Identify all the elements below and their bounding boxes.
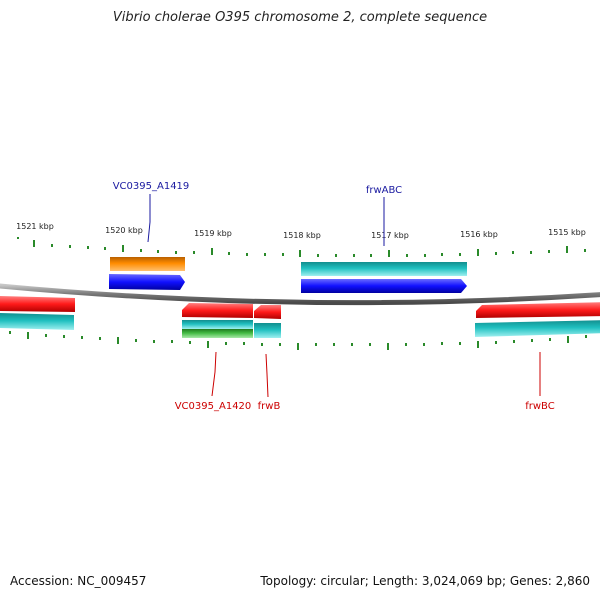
outer-tick-ring	[17, 237, 586, 257]
label-vc0395-a1420[interactable]: VC0395_A1420	[175, 401, 252, 412]
tick-label-1516kbp: 1516 kbp	[460, 230, 498, 239]
feature-blue-vc0395-a1419[interactable]	[109, 274, 185, 290]
tick-label-1519kbp: 1519 kbp	[194, 229, 232, 238]
forward-features	[109, 257, 467, 293]
tick-label-1520kbp: 1520 kbp	[105, 226, 143, 235]
reverse-features	[0, 296, 600, 338]
label-frwb[interactable]: frwB	[258, 401, 281, 412]
feature-cyan-frwb[interactable]	[254, 323, 281, 338]
leader-vc0395-a1420	[211, 351, 217, 397]
feature-red-vc0395-a1420[interactable]	[182, 303, 253, 318]
feature-red-left[interactable]	[0, 296, 75, 312]
tick-label-1515kbp: 1515 kbp	[548, 228, 586, 237]
feature-cyan-left[interactable]	[0, 313, 74, 330]
leader-vc0395-a1419	[147, 194, 151, 243]
topology-stats-text: Topology: circular; Length: 3,024,069 bp…	[260, 574, 590, 588]
tick-label-1518kbp: 1518 kbp	[283, 231, 321, 240]
tick-label-1517kbp: 1517 kbp	[371, 231, 409, 240]
label-vc0395-a1419[interactable]: VC0395_A1419	[113, 181, 190, 192]
feature-orange-upper[interactable]	[110, 257, 185, 271]
inner-tick-ring	[9, 331, 587, 350]
leader-frwb	[265, 353, 269, 398]
accession-text: Accession: NC_009457	[10, 574, 147, 588]
backbone-arc	[0, 283, 600, 306]
feature-cyan-vc0395-a1420[interactable]	[182, 320, 253, 329]
feature-cyan-frwbc[interactable]	[475, 320, 600, 337]
map-title: Vibrio cholerae O395 chromosome 2, compl…	[112, 10, 488, 25]
feature-cyan-frwabc[interactable]	[301, 262, 467, 276]
label-frwabc[interactable]: frwABC	[366, 185, 402, 196]
feature-green-vc0395-a1420[interactable]	[182, 329, 253, 338]
tick-label-1521kbp: 1521 kbp	[16, 222, 54, 231]
feature-red-frwb[interactable]	[254, 305, 281, 319]
leader-lines	[147, 194, 541, 398]
label-frwbc[interactable]: frwBC	[525, 401, 554, 412]
feature-blue-frwabc[interactable]	[301, 279, 467, 293]
feature-red-frwbc[interactable]	[476, 302, 600, 318]
